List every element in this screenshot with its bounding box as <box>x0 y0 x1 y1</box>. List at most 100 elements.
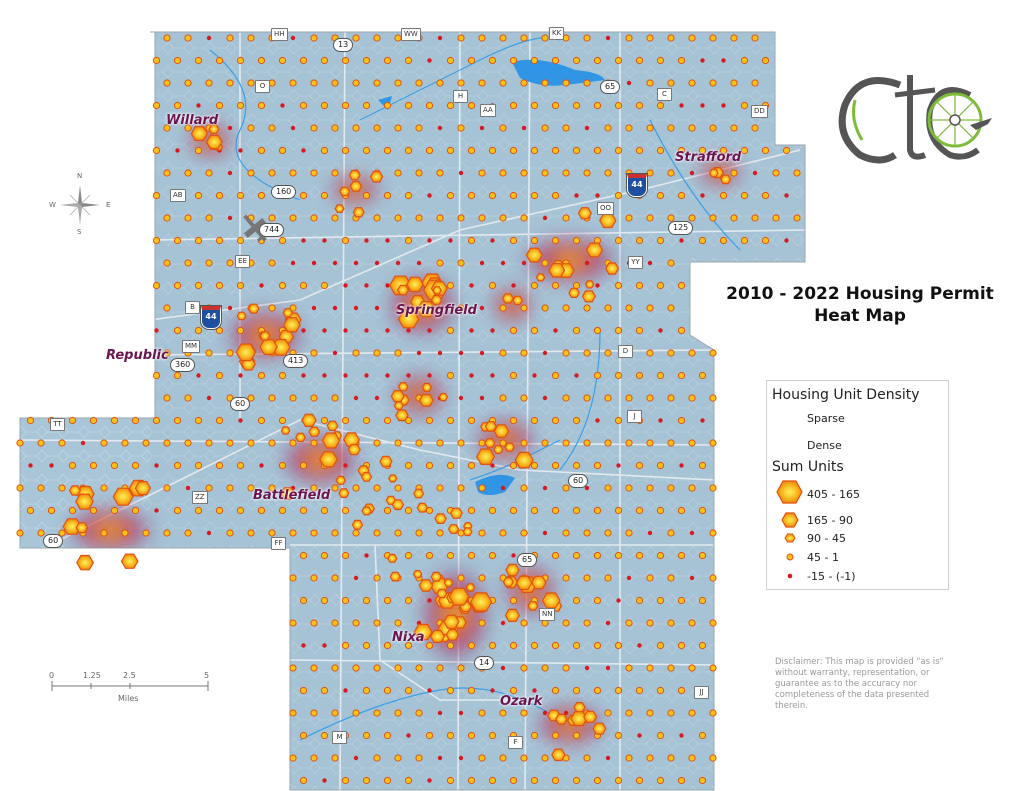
route-marker: B <box>185 301 200 314</box>
density-hexagon <box>443 578 454 588</box>
yellow-dot <box>58 529 66 537</box>
negative-dot <box>395 260 401 266</box>
yellow-dot <box>383 101 392 110</box>
yellow-dot <box>184 124 192 132</box>
yellow-dot <box>488 56 497 65</box>
yellow-dot <box>635 551 644 560</box>
yellow-dot <box>16 529 24 537</box>
yellow-dot <box>677 506 686 515</box>
yellow-dot <box>530 776 539 785</box>
yellow-dot <box>667 79 675 87</box>
route-marker: H <box>453 90 468 103</box>
yellow-dot <box>467 641 476 650</box>
negative-dot <box>427 373 432 378</box>
negative-dot <box>616 598 621 603</box>
yellow-dot <box>698 236 707 245</box>
yellow-dot <box>310 349 318 357</box>
yellow-dot <box>656 56 665 65</box>
yellow-dot <box>425 506 434 515</box>
yellow-dot <box>331 79 339 87</box>
yellow-dot <box>593 641 602 650</box>
density-hexagon <box>339 186 351 197</box>
yellow-dot <box>667 394 675 402</box>
yellow-dot <box>583 394 591 402</box>
yellow-dot <box>478 574 486 582</box>
yellow-dot <box>583 754 591 762</box>
density-hexagon <box>432 286 442 295</box>
yellow-dot <box>173 506 182 515</box>
yellow-dot <box>205 349 213 357</box>
yellow-dot <box>257 56 266 65</box>
route-marker: KK <box>549 27 565 40</box>
density-hexagon <box>259 331 271 341</box>
density-hexagon <box>295 432 306 443</box>
density-hexagon <box>505 563 520 577</box>
negative-dot <box>385 373 390 378</box>
negative-dot <box>574 373 579 378</box>
yellow-dot <box>646 664 654 672</box>
yellow-dot <box>415 439 423 447</box>
yellow-dot <box>740 146 749 155</box>
yellow-dot <box>667 574 675 582</box>
yellow-dot <box>404 236 413 245</box>
density-hexagon <box>551 748 566 762</box>
yellow-dot <box>362 776 371 785</box>
yellow-dot <box>614 326 623 335</box>
yellow-dot <box>562 574 570 582</box>
negative-dot <box>542 350 548 356</box>
yellow-dot <box>604 529 612 537</box>
yellow-dot <box>215 371 224 380</box>
yellow-dot <box>100 484 108 492</box>
route-marker: OO <box>597 202 615 215</box>
yellow-dot <box>173 461 182 470</box>
route-marker: MM <box>182 340 201 353</box>
yellow-dot <box>656 506 665 515</box>
yellow-dot <box>163 259 171 267</box>
negative-dot <box>479 260 485 266</box>
density-hexagon <box>514 451 534 469</box>
yellow-dot <box>362 731 371 740</box>
density-hexagon <box>112 487 134 506</box>
disclaimer-text: Disclaimer: This map is provided "as is"… <box>775 657 944 711</box>
yellow-dot <box>341 101 350 110</box>
density-hexagon <box>465 583 476 592</box>
density-hexagon <box>236 311 247 321</box>
yellow-dot <box>709 394 717 402</box>
negative-dot <box>490 373 495 378</box>
yellow-dot <box>383 416 392 425</box>
yellow-dot <box>646 439 654 447</box>
negative-dot <box>301 148 306 153</box>
yellow-dot <box>16 439 24 447</box>
density-hexagon <box>348 169 361 181</box>
yellow-dot <box>236 236 245 245</box>
yellow-dot <box>572 596 581 605</box>
negative-dot <box>364 238 369 243</box>
yellow-dot <box>730 34 738 42</box>
negative-dot <box>175 148 180 153</box>
yellow-dot <box>562 79 570 87</box>
yellow-dot <box>278 236 287 245</box>
yellow-dot <box>499 169 507 177</box>
negative-dot <box>385 328 390 333</box>
yellow-dot <box>226 259 234 267</box>
density-hexagon <box>449 507 463 519</box>
map-title-line2: Heat Map <box>814 306 906 326</box>
yellow-dot <box>404 56 413 65</box>
yellow-dot <box>362 686 371 695</box>
yellow-dot <box>394 169 402 177</box>
yellow-dot <box>656 596 665 605</box>
yellow-dot <box>656 551 665 560</box>
yellow-dot <box>320 56 329 65</box>
yellow-dot <box>373 619 381 627</box>
yellow-dot <box>604 709 612 717</box>
yellow-dot <box>352 34 360 42</box>
yellow-dot <box>415 124 423 132</box>
yellow-dot <box>383 686 392 695</box>
yellow-dot <box>478 34 486 42</box>
yellow-dot <box>656 461 665 470</box>
negative-dot <box>679 103 684 108</box>
yellow-dot <box>562 304 570 312</box>
yellow-dot <box>331 619 339 627</box>
yellow-dot <box>215 506 224 515</box>
